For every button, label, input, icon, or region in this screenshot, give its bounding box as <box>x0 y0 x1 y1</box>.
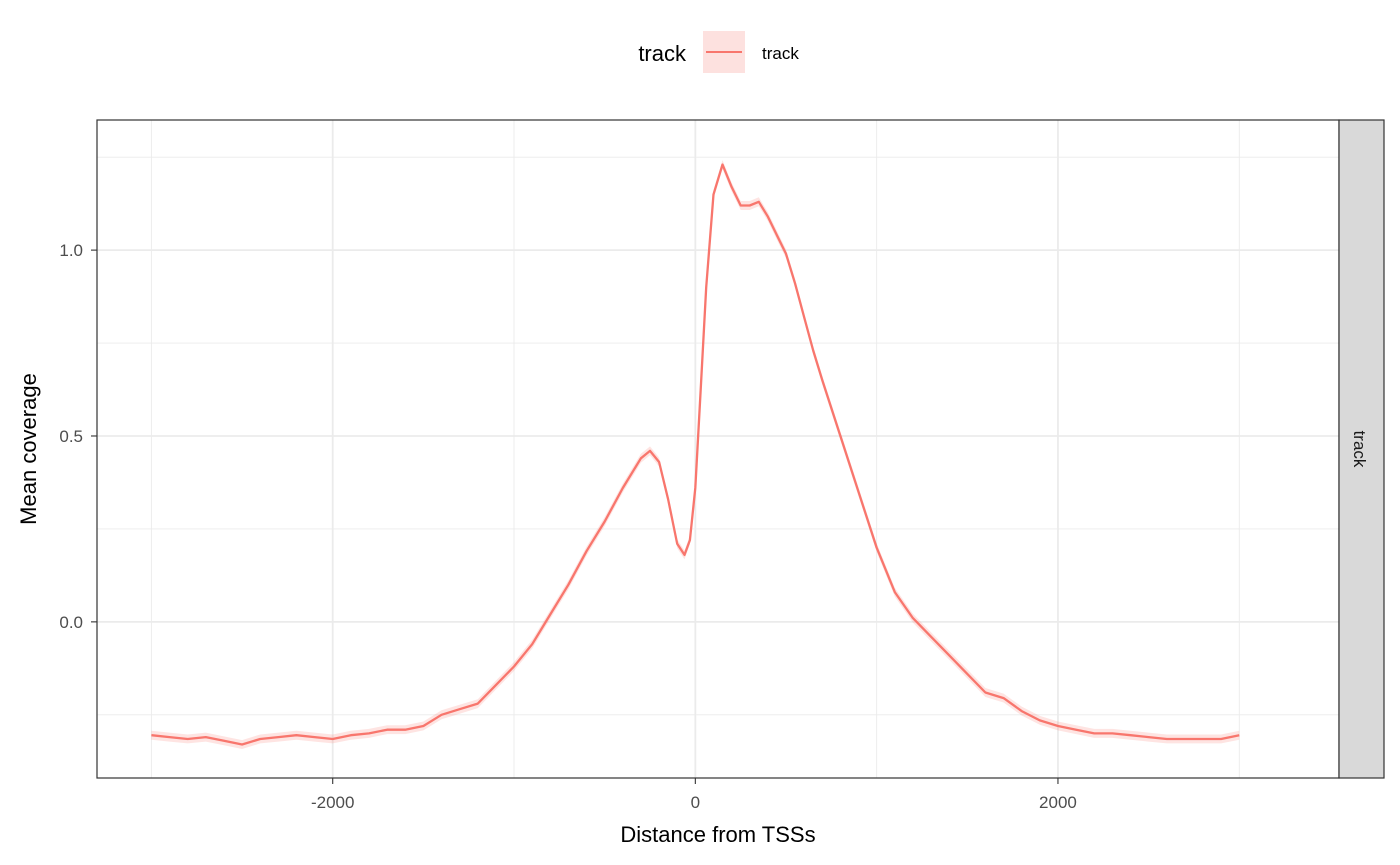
y-axis-title: Mean coverage <box>16 373 41 525</box>
x-tick-label: -2000 <box>311 793 354 812</box>
minor-gridlines <box>97 120 1339 778</box>
x-tick-label: 0 <box>691 793 700 812</box>
y-axis: 0.0 0.5 1.0 <box>59 241 97 632</box>
legend-title: track <box>638 41 687 66</box>
series-line-track <box>151 163 1240 746</box>
facet-strip-label: track <box>1350 431 1369 468</box>
y-tick-label: 0.0 <box>59 613 83 632</box>
legend-entry-label: track <box>762 44 799 63</box>
x-axis-title: Distance from TSSs <box>620 822 815 847</box>
y-tick-label: 1.0 <box>59 241 83 260</box>
plot-panel <box>97 120 1339 778</box>
x-axis: -2000 0 2000 <box>311 778 1077 812</box>
major-gridlines <box>97 120 1339 778</box>
y-tick-label: 0.5 <box>59 427 83 446</box>
facet-strip <box>1338 119 1385 779</box>
legend: track track <box>638 31 799 73</box>
x-tick-label: 2000 <box>1039 793 1077 812</box>
